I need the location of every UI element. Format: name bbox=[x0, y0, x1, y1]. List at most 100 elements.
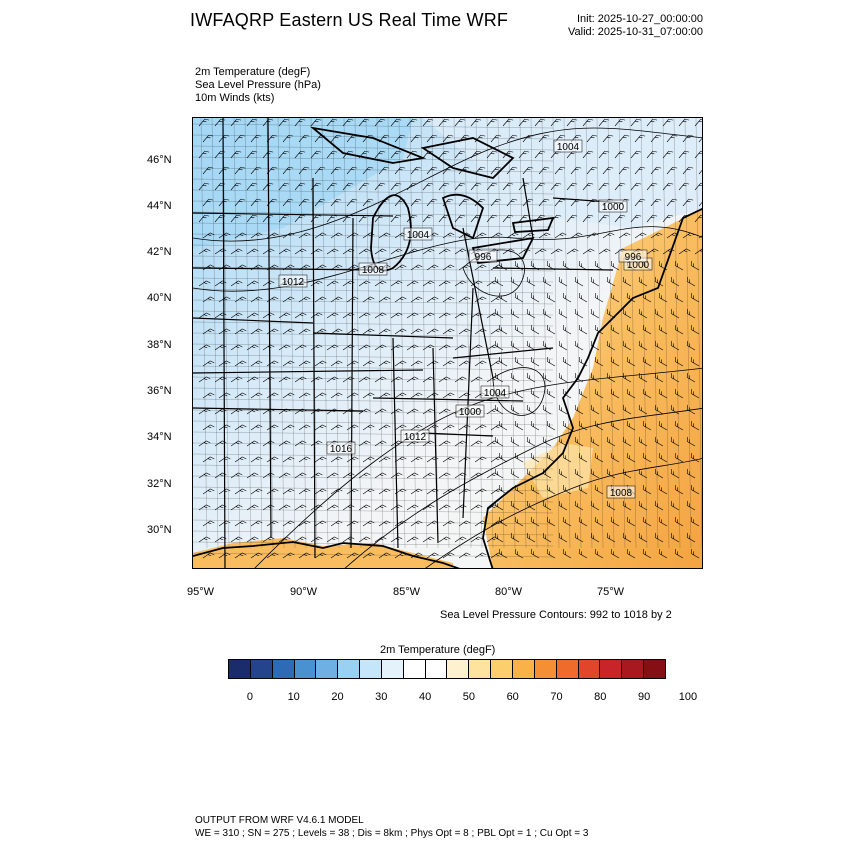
county-border bbox=[193, 365, 554, 371]
wind-barb bbox=[262, 150, 274, 159]
county-border bbox=[193, 486, 554, 492]
wind-barb bbox=[470, 182, 482, 191]
wind-barb bbox=[346, 520, 359, 527]
wind-barb bbox=[586, 198, 598, 207]
wind-barb bbox=[358, 182, 370, 191]
wind-barb bbox=[578, 421, 588, 431]
wind-barb bbox=[346, 166, 358, 175]
wind-barb bbox=[262, 344, 275, 351]
wind-barb bbox=[622, 405, 632, 415]
wind-barb bbox=[674, 517, 684, 527]
wind-barb bbox=[406, 150, 418, 159]
coastline-segment bbox=[309, 126, 427, 164]
county-border bbox=[662, 118, 670, 549]
state-border bbox=[422, 432, 494, 437]
wind-barb bbox=[606, 501, 616, 511]
wind-barb bbox=[426, 360, 439, 367]
wind-barb bbox=[410, 392, 423, 399]
wind-barb bbox=[362, 166, 374, 175]
county-border bbox=[193, 497, 554, 503]
wind-barb bbox=[650, 134, 662, 143]
county-border bbox=[409, 118, 417, 549]
wind-barb bbox=[218, 198, 230, 207]
wind-barb bbox=[378, 198, 390, 207]
wind-barb bbox=[678, 214, 690, 223]
wind-barb bbox=[646, 214, 658, 223]
wind-barb bbox=[378, 520, 391, 527]
wind-barb bbox=[250, 264, 263, 271]
wind-barb bbox=[278, 504, 291, 511]
wind-barb bbox=[670, 373, 680, 383]
wind-barb bbox=[314, 360, 327, 367]
wind-barb bbox=[474, 232, 487, 239]
wind-barb bbox=[314, 166, 326, 175]
wind-barb bbox=[330, 198, 342, 207]
field-list: 2m Temperature (degF) Sea Level Pressure… bbox=[195, 66, 321, 105]
wind-barb bbox=[234, 264, 247, 271]
wind-barb bbox=[458, 488, 471, 495]
wind-barb bbox=[606, 469, 616, 479]
wind-barb bbox=[406, 408, 419, 415]
wind-barb bbox=[198, 536, 211, 543]
wind-barb bbox=[246, 214, 258, 223]
county-border bbox=[193, 310, 554, 316]
county-border bbox=[398, 118, 406, 549]
wind-barb bbox=[410, 134, 422, 143]
wind-barb bbox=[666, 166, 678, 175]
wind-barb bbox=[262, 472, 275, 479]
wind-barb bbox=[670, 341, 680, 351]
wind-barb bbox=[314, 296, 327, 303]
wind-barb bbox=[630, 150, 642, 159]
wind-barb bbox=[610, 421, 620, 431]
wind-barb bbox=[266, 424, 279, 431]
wind-barb bbox=[262, 376, 275, 383]
wind-barb bbox=[630, 118, 642, 127]
wind-barb bbox=[230, 150, 242, 159]
wind-barb bbox=[474, 198, 486, 207]
wind-barb bbox=[298, 456, 311, 463]
wind-barb bbox=[250, 328, 263, 335]
wind-barb bbox=[578, 453, 588, 463]
field-winds: 10m Winds (kts) bbox=[195, 92, 275, 104]
wind-barb bbox=[198, 504, 211, 511]
wind-barb bbox=[250, 296, 263, 303]
wind-barb bbox=[262, 280, 275, 287]
wind-barb bbox=[454, 150, 466, 159]
wind-barb bbox=[662, 150, 674, 159]
wind-barb bbox=[602, 232, 615, 239]
wind-barb bbox=[218, 520, 231, 527]
wind-barb bbox=[590, 373, 600, 383]
county-border bbox=[193, 420, 554, 426]
wind-barb bbox=[614, 150, 626, 159]
wind-barb bbox=[198, 182, 210, 191]
wind-barb bbox=[422, 150, 434, 159]
wind-barb bbox=[566, 214, 578, 223]
wind-barb bbox=[406, 344, 419, 351]
wind-barb bbox=[654, 533, 664, 543]
wind-barb bbox=[282, 392, 295, 399]
wind-barb bbox=[218, 296, 231, 303]
wind-barb bbox=[442, 166, 454, 175]
wind-barb bbox=[650, 232, 663, 239]
wind-barb bbox=[690, 485, 700, 495]
wind-barb bbox=[358, 472, 371, 479]
wind-barb bbox=[246, 118, 258, 127]
map-panel: 1004 1000 1004 996 1000 1008 1012 996 1004 1000 10… bbox=[192, 117, 703, 569]
county-border bbox=[193, 244, 554, 250]
wind-barb bbox=[406, 536, 419, 543]
wind-barb bbox=[570, 166, 582, 175]
wind-barb bbox=[218, 360, 231, 367]
wind-barb bbox=[658, 421, 668, 431]
wind-barb bbox=[310, 280, 323, 287]
wind-barb bbox=[530, 293, 540, 303]
wind-barb bbox=[330, 264, 343, 271]
wind-barb bbox=[394, 520, 407, 527]
wind-barb bbox=[374, 344, 387, 351]
wind-barb bbox=[246, 376, 259, 383]
wind-barb bbox=[518, 182, 530, 191]
wind-barb bbox=[514, 485, 524, 495]
wind-barb bbox=[294, 376, 307, 383]
wind-barb bbox=[606, 309, 616, 319]
wind-barb bbox=[342, 248, 355, 255]
wind-barb bbox=[502, 214, 514, 223]
